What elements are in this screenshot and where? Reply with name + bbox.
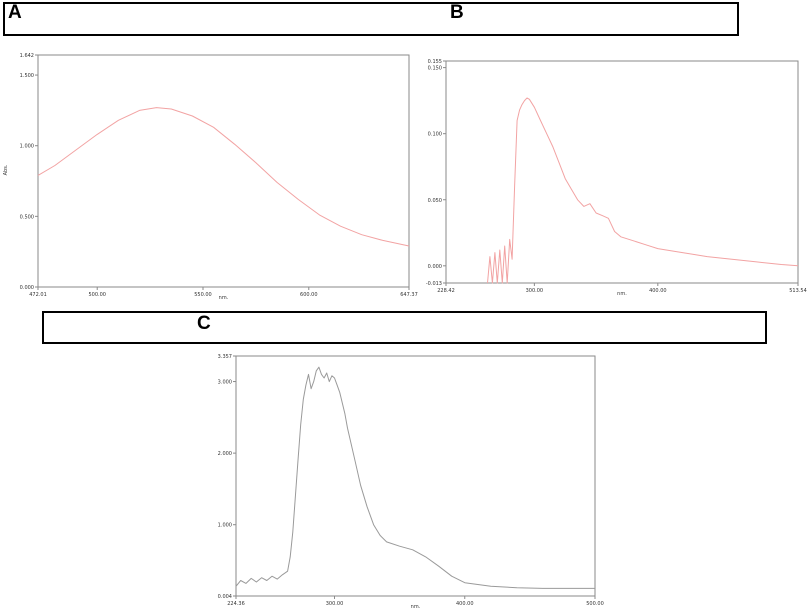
chart-a-x-axis-label: nm. xyxy=(219,295,229,301)
chart-b-y-tick-label: 0.050 xyxy=(428,198,442,204)
chart-a-y-tick-label: 1.500 xyxy=(20,73,34,79)
chart-b-y-tick-label: 0.150 xyxy=(428,66,442,72)
chart-a-x-tick-label: 500.00 xyxy=(88,292,106,298)
chart-a-x-tick-label: 472.01 xyxy=(29,292,47,298)
chart-a-x-tick-label: 647.37 xyxy=(400,292,418,298)
chart-a-y-tick-label: 0.000 xyxy=(20,285,34,291)
chart-a-series-line xyxy=(37,107,410,247)
chart-b-x-tick-label: 228.42 xyxy=(437,288,455,294)
chart-b-y-tick-label: 0.155 xyxy=(428,59,442,65)
chart-b-plot-frame xyxy=(445,60,799,284)
panel-banner-top xyxy=(3,2,739,36)
panel-label-c: C xyxy=(197,313,211,334)
chart-c-y-tick-label: 3.000 xyxy=(218,380,232,386)
chart-c-series-line xyxy=(235,366,595,589)
chart-b-x-axis-label: nm. xyxy=(617,291,627,297)
panel-banner-bottom xyxy=(42,311,767,344)
chart-c-x-axis-label: nm. xyxy=(411,604,421,610)
chart-c-y-tick-label: 3.357 xyxy=(218,354,232,360)
chart-a-x-tick-label: 600.00 xyxy=(300,292,318,298)
chart-a-y-tick-label: 1.000 xyxy=(20,144,34,150)
chart-b-series-line xyxy=(487,97,799,284)
chart-c-x-tick-label: 500.00 xyxy=(586,601,604,607)
chart-a-plot-frame xyxy=(37,54,410,288)
chart-c-x-tick-label: 300.00 xyxy=(326,601,344,607)
chart-c-y-tick-label: 0.004 xyxy=(218,594,232,600)
chart-a-y-axis-label: Abs. xyxy=(3,164,9,175)
chart-a-y-tick-label: 0.500 xyxy=(20,214,34,220)
chart-a-y-tick-label: 1.642 xyxy=(20,53,34,59)
chart-b-x-tick-label: 300.00 xyxy=(526,288,544,294)
chart-c-x-tick-label: 224.36 xyxy=(227,601,245,607)
chart-c-plot-frame xyxy=(235,355,596,597)
panel-label-a: A xyxy=(8,2,22,23)
chart-c-y-tick-label: 2.000 xyxy=(218,451,232,457)
chart-b-x-tick-label: 400.00 xyxy=(649,288,667,294)
chart-b-y-tick-label: 0.000 xyxy=(428,264,442,270)
chart-a-x-tick-label: 550.00 xyxy=(194,292,212,298)
chart-b-y-tick-label: -0.013 xyxy=(426,281,442,287)
panel-label-b: B xyxy=(450,2,464,23)
chart-c-x-tick-label: 400.00 xyxy=(456,601,474,607)
chart-b-y-tick-label: 0.100 xyxy=(428,132,442,138)
chart-c-y-tick-label: 1.000 xyxy=(218,523,232,529)
chart-b-x-tick-label: 513.54 xyxy=(789,288,807,294)
